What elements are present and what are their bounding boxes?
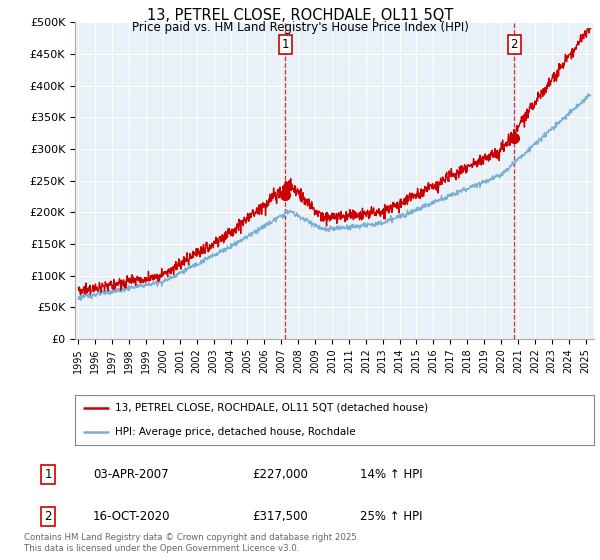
Text: 2: 2 (511, 38, 518, 51)
Text: Price paid vs. HM Land Registry's House Price Index (HPI): Price paid vs. HM Land Registry's House … (131, 21, 469, 34)
Text: HPI: Average price, detached house, Rochdale: HPI: Average price, detached house, Roch… (115, 427, 356, 437)
Text: 1: 1 (282, 38, 289, 51)
Text: 14% ↑ HPI: 14% ↑ HPI (360, 468, 422, 481)
Text: 1: 1 (44, 468, 52, 481)
Text: Contains HM Land Registry data © Crown copyright and database right 2025.
This d: Contains HM Land Registry data © Crown c… (24, 533, 359, 553)
Text: 13, PETREL CLOSE, ROCHDALE, OL11 5QT (detached house): 13, PETREL CLOSE, ROCHDALE, OL11 5QT (de… (115, 403, 428, 413)
Text: 03-APR-2007: 03-APR-2007 (93, 468, 169, 481)
Text: 2: 2 (44, 510, 52, 523)
Text: 25% ↑ HPI: 25% ↑ HPI (360, 510, 422, 523)
Text: £227,000: £227,000 (252, 468, 308, 481)
Text: £317,500: £317,500 (252, 510, 308, 523)
Text: 13, PETREL CLOSE, ROCHDALE, OL11 5QT: 13, PETREL CLOSE, ROCHDALE, OL11 5QT (147, 8, 453, 24)
Text: 16-OCT-2020: 16-OCT-2020 (93, 510, 170, 523)
